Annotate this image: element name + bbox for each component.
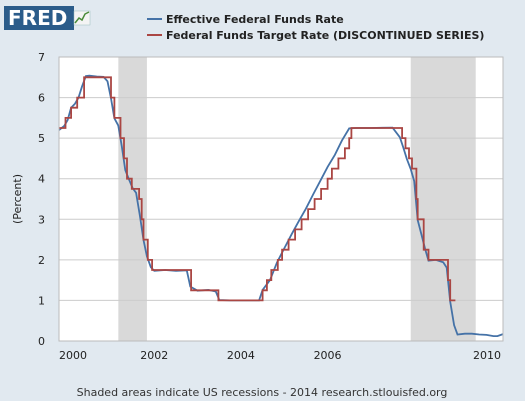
y-tick-label: 6 bbox=[38, 92, 45, 105]
legend-label-effective: Effective Federal Funds Rate bbox=[166, 13, 344, 26]
series-lines bbox=[58, 74, 504, 338]
footer-note: Shaded areas indicate US recessions - 20… bbox=[77, 386, 448, 399]
x-tick-label: 2002 bbox=[140, 349, 168, 362]
y-tick-label: 0 bbox=[38, 335, 45, 348]
y-tick-label: 7 bbox=[38, 51, 45, 64]
x-tick-label: 2006 bbox=[314, 349, 342, 362]
recession-band-1 bbox=[410, 57, 476, 341]
x-tick-label: 2004 bbox=[227, 349, 255, 362]
y-tick-label: 1 bbox=[38, 294, 45, 307]
y-axis-ticks: 0 1 2 3 4 5 6 7 bbox=[38, 51, 45, 348]
y-axis-label: (Percent) bbox=[11, 174, 24, 224]
x-tick-label: 2010 bbox=[473, 349, 501, 362]
y-tick-label: 3 bbox=[38, 213, 45, 226]
x-axis-ticks: 2000 2002 2004 2006 2010 bbox=[59, 349, 501, 362]
logo-chart-icon bbox=[73, 10, 91, 26]
recession-band-0 bbox=[118, 57, 147, 341]
y-tick-label: 2 bbox=[38, 254, 45, 267]
logo-background bbox=[4, 6, 74, 30]
legend-label-target: Federal Funds Target Rate (DISCONTINUED … bbox=[166, 29, 484, 42]
fred-logo[interactable]: FRED bbox=[4, 6, 91, 30]
logo-text: FRED bbox=[8, 6, 67, 30]
series-line-target-rate bbox=[59, 76, 456, 302]
plot-border bbox=[58, 56, 504, 342]
x-tick-label: 2000 bbox=[59, 349, 87, 362]
y-tick-label: 5 bbox=[38, 132, 45, 145]
legend: Effective Federal Funds Rate Federal Fun… bbox=[147, 13, 484, 42]
y-tick-label: 4 bbox=[38, 173, 45, 186]
